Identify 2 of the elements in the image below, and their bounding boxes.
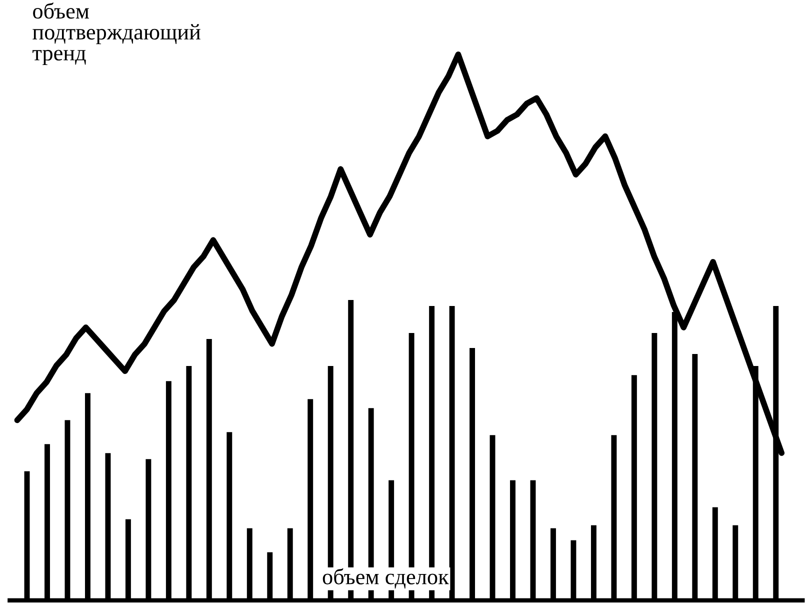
annotation: объем сделок <box>322 568 449 588</box>
annotation: объем подтверждающий тренд <box>32 2 200 66</box>
